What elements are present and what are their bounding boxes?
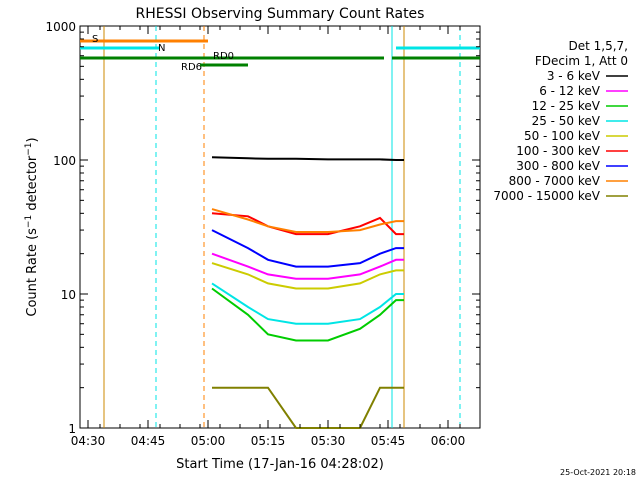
- legend-entry-label-5: 100 - 300 keV: [516, 144, 600, 158]
- legend-entry-label-6: 300 - 800 keV: [516, 159, 600, 173]
- legend-entry-label-2: 12 - 25 keV: [532, 99, 601, 113]
- legend-entry-label-1: 6 - 12 keV: [539, 84, 601, 98]
- legend-header-det: Det 1,5,7,: [569, 39, 629, 53]
- series-line-4: [211, 262, 404, 290]
- x-tick-label-6: 06:00: [431, 434, 466, 448]
- flag-label-rd0: RD0: [213, 51, 234, 62]
- x-tick-label-1: 04:45: [131, 434, 166, 448]
- y-tick-label-3: 1000: [45, 20, 76, 34]
- series-line-1: [211, 252, 404, 280]
- y-axis-label: Count Rate (s−1 detector−1): [24, 137, 40, 316]
- series-lines: [211, 156, 404, 429]
- y-tick-label-0: 1: [68, 422, 76, 436]
- flag-label-s: S: [92, 34, 98, 45]
- series-line-3: [211, 282, 404, 325]
- legend-entry-label-7: 800 - 7000 keV: [509, 174, 601, 188]
- flag-label-rd6: RD6: [181, 62, 202, 73]
- flag-label-n: N: [158, 43, 165, 54]
- series-line-0: [211, 156, 404, 161]
- x-tick-label-0: 04:30: [71, 434, 106, 448]
- legend-entry-label-8: 7000 - 15000 keV: [493, 189, 600, 203]
- y-tick-label-1: 10: [61, 288, 76, 302]
- footer-timestamp: 25-Oct-2021 20:18: [560, 468, 636, 477]
- chart-title: RHESSI Observing Summary Count Rates: [136, 6, 425, 22]
- y-axis: 1 10 100 1000: [45, 20, 480, 436]
- series-line-5: [211, 212, 404, 236]
- legend-entry-label-3: 25 - 50 keV: [532, 114, 601, 128]
- x-tick-label-4: 05:30: [311, 434, 346, 448]
- x-tick-label-2: 05:00: [191, 434, 226, 448]
- series-line-2: [211, 287, 404, 342]
- flag-bars: S N RD0 RD6: [80, 34, 480, 73]
- y-tick-label-2: 100: [53, 154, 76, 168]
- legend-entry-label-0: 3 - 6 keV: [547, 69, 601, 83]
- x-tick-label-3: 05:15: [251, 434, 286, 448]
- series-line-8: [212, 386, 404, 429]
- series-line-6: [211, 229, 404, 268]
- event-lines: [103, 26, 461, 428]
- plot-frame: [79, 25, 481, 429]
- x-axis: 04:30 04:45 05:00 05:15 05:30 05:45 06:00: [71, 26, 481, 448]
- legend-entry-label-4: 50 - 100 keV: [524, 129, 601, 143]
- series-line-7: [211, 208, 404, 233]
- legend-header-fdecim: FDecim 1, Att 0: [535, 54, 628, 68]
- x-tick-label-5: 05:45: [371, 434, 406, 448]
- x-axis-label: Start Time (17-Jan-16 04:28:02): [176, 457, 384, 472]
